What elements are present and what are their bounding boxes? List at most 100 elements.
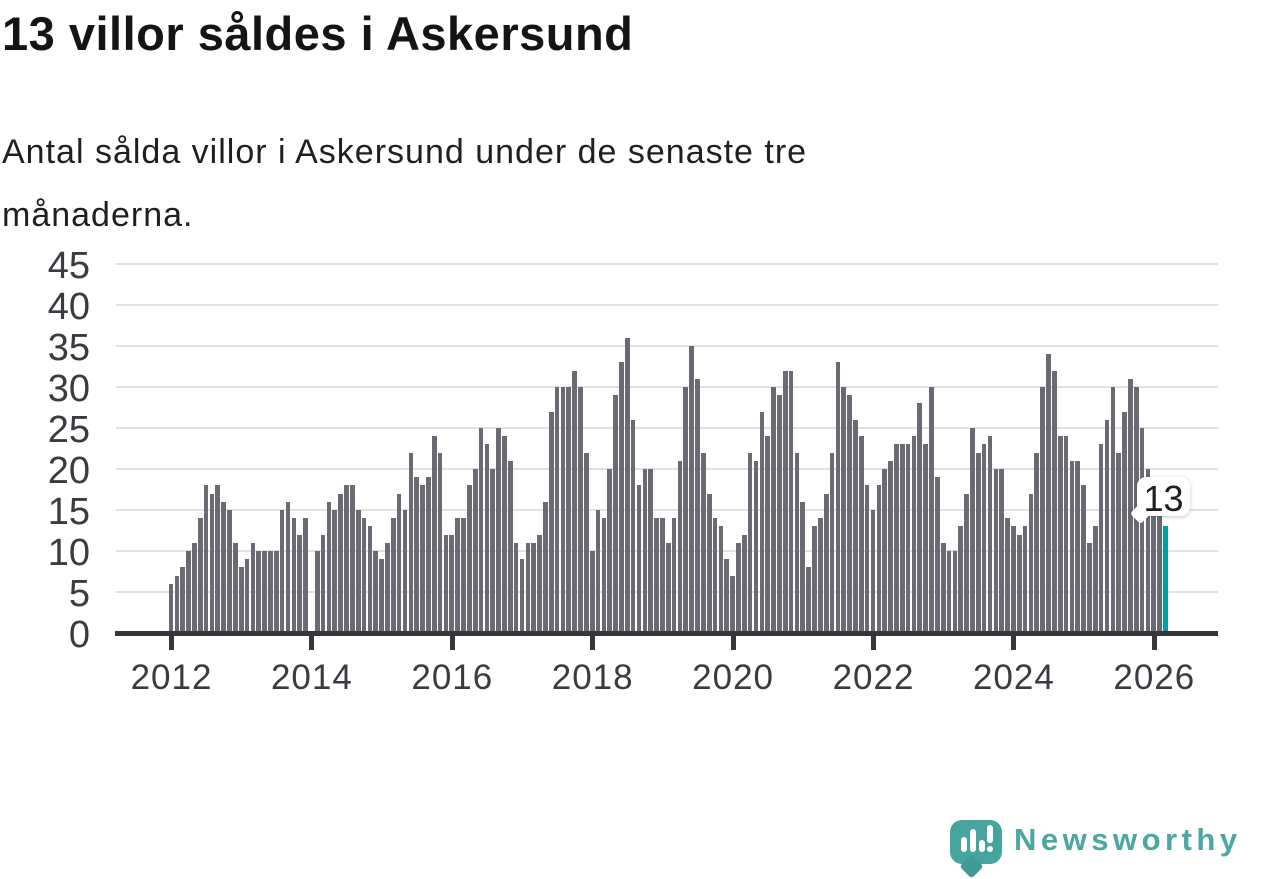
x-axis-tick bbox=[449, 636, 455, 650]
gridline bbox=[116, 427, 1218, 429]
y-axis-label: 5 bbox=[68, 573, 90, 615]
bar bbox=[1110, 387, 1116, 633]
bar bbox=[630, 419, 636, 633]
bar bbox=[584, 452, 589, 633]
bar bbox=[1052, 370, 1057, 633]
x-axis-line bbox=[115, 631, 1218, 636]
bar bbox=[993, 469, 999, 633]
bar bbox=[554, 387, 560, 633]
bar bbox=[461, 518, 466, 633]
value-callout: 13 bbox=[1129, 477, 1190, 525]
bar bbox=[250, 542, 256, 633]
bar bbox=[548, 411, 554, 633]
bar bbox=[578, 387, 583, 633]
bar bbox=[221, 501, 226, 633]
subtitle-line-2: månaderna. bbox=[2, 196, 194, 234]
bar bbox=[467, 485, 472, 633]
bar bbox=[238, 567, 244, 633]
y-axis-label: 15 bbox=[47, 491, 90, 533]
bar bbox=[864, 485, 870, 633]
y-axis-label: 35 bbox=[47, 327, 90, 369]
bar bbox=[502, 436, 507, 633]
logo-bar-icon bbox=[979, 840, 985, 852]
bar bbox=[1098, 444, 1104, 633]
bar bbox=[847, 395, 852, 633]
y-axis-label: 30 bbox=[47, 368, 90, 410]
bar bbox=[607, 469, 613, 633]
bar bbox=[812, 526, 817, 633]
bar bbox=[677, 460, 683, 633]
bar bbox=[490, 469, 496, 633]
bar bbox=[431, 436, 437, 633]
bar bbox=[361, 518, 367, 633]
bar bbox=[1145, 469, 1151, 633]
bar bbox=[537, 534, 542, 633]
bar bbox=[589, 551, 595, 633]
y-axis-label: 0 bbox=[68, 614, 90, 656]
subtitle-line-1: Antal sålda villor i Askersund under de … bbox=[2, 133, 808, 171]
bar bbox=[917, 403, 923, 633]
bar bbox=[279, 510, 285, 633]
bar bbox=[1139, 428, 1145, 633]
x-axis-tick bbox=[730, 636, 736, 650]
logo-bar-icon bbox=[961, 837, 967, 852]
bar bbox=[443, 534, 449, 633]
bar bbox=[1075, 460, 1081, 633]
newsworthy-logo-link[interactable]: Newsworthy bbox=[950, 818, 1260, 879]
bar bbox=[414, 477, 420, 633]
bar bbox=[648, 469, 654, 633]
bar bbox=[794, 452, 800, 633]
bar bbox=[935, 477, 940, 633]
bar bbox=[1157, 510, 1162, 633]
bar bbox=[1040, 387, 1045, 633]
bar bbox=[1016, 534, 1022, 633]
bar bbox=[660, 518, 665, 633]
bar bbox=[753, 460, 759, 633]
bar bbox=[484, 444, 490, 633]
bar bbox=[168, 583, 174, 633]
bar bbox=[671, 518, 677, 633]
bar bbox=[355, 510, 361, 633]
bar bbox=[256, 551, 262, 633]
bar bbox=[543, 501, 548, 633]
bar bbox=[829, 452, 835, 633]
bar bbox=[782, 370, 788, 633]
bar bbox=[689, 346, 694, 633]
bar bbox=[636, 485, 642, 633]
bar bbox=[192, 542, 197, 633]
bar bbox=[1116, 452, 1122, 633]
bar bbox=[929, 387, 934, 633]
bar bbox=[940, 542, 946, 633]
bar bbox=[203, 485, 209, 633]
bar bbox=[472, 469, 478, 633]
bar bbox=[771, 387, 776, 633]
bar bbox=[180, 567, 186, 633]
bar bbox=[683, 387, 689, 633]
bar bbox=[1028, 493, 1034, 633]
bar bbox=[1022, 526, 1028, 633]
bar bbox=[835, 362, 841, 633]
bar bbox=[736, 542, 741, 633]
x-axis-label: 2024 bbox=[972, 658, 1055, 697]
bar bbox=[952, 551, 958, 633]
bar bbox=[566, 387, 572, 633]
bar bbox=[525, 542, 531, 633]
bar bbox=[320, 534, 326, 633]
bar bbox=[613, 395, 618, 633]
x-axis-tick bbox=[1151, 636, 1157, 650]
bar bbox=[788, 370, 794, 633]
bar bbox=[1011, 526, 1016, 633]
bar bbox=[970, 428, 975, 633]
x-axis-tick bbox=[590, 636, 596, 650]
bar bbox=[373, 551, 379, 633]
bar bbox=[1057, 436, 1063, 633]
bar bbox=[642, 469, 648, 633]
bar bbox=[437, 452, 443, 633]
bar bbox=[701, 452, 706, 633]
logo-bar-icon bbox=[970, 829, 976, 852]
bar bbox=[209, 493, 215, 633]
bar bbox=[1128, 378, 1133, 633]
bar bbox=[572, 370, 577, 633]
x-axis-tick bbox=[169, 636, 174, 650]
